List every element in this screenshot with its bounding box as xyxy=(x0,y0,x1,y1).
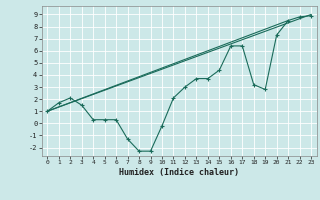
X-axis label: Humidex (Indice chaleur): Humidex (Indice chaleur) xyxy=(119,168,239,177)
